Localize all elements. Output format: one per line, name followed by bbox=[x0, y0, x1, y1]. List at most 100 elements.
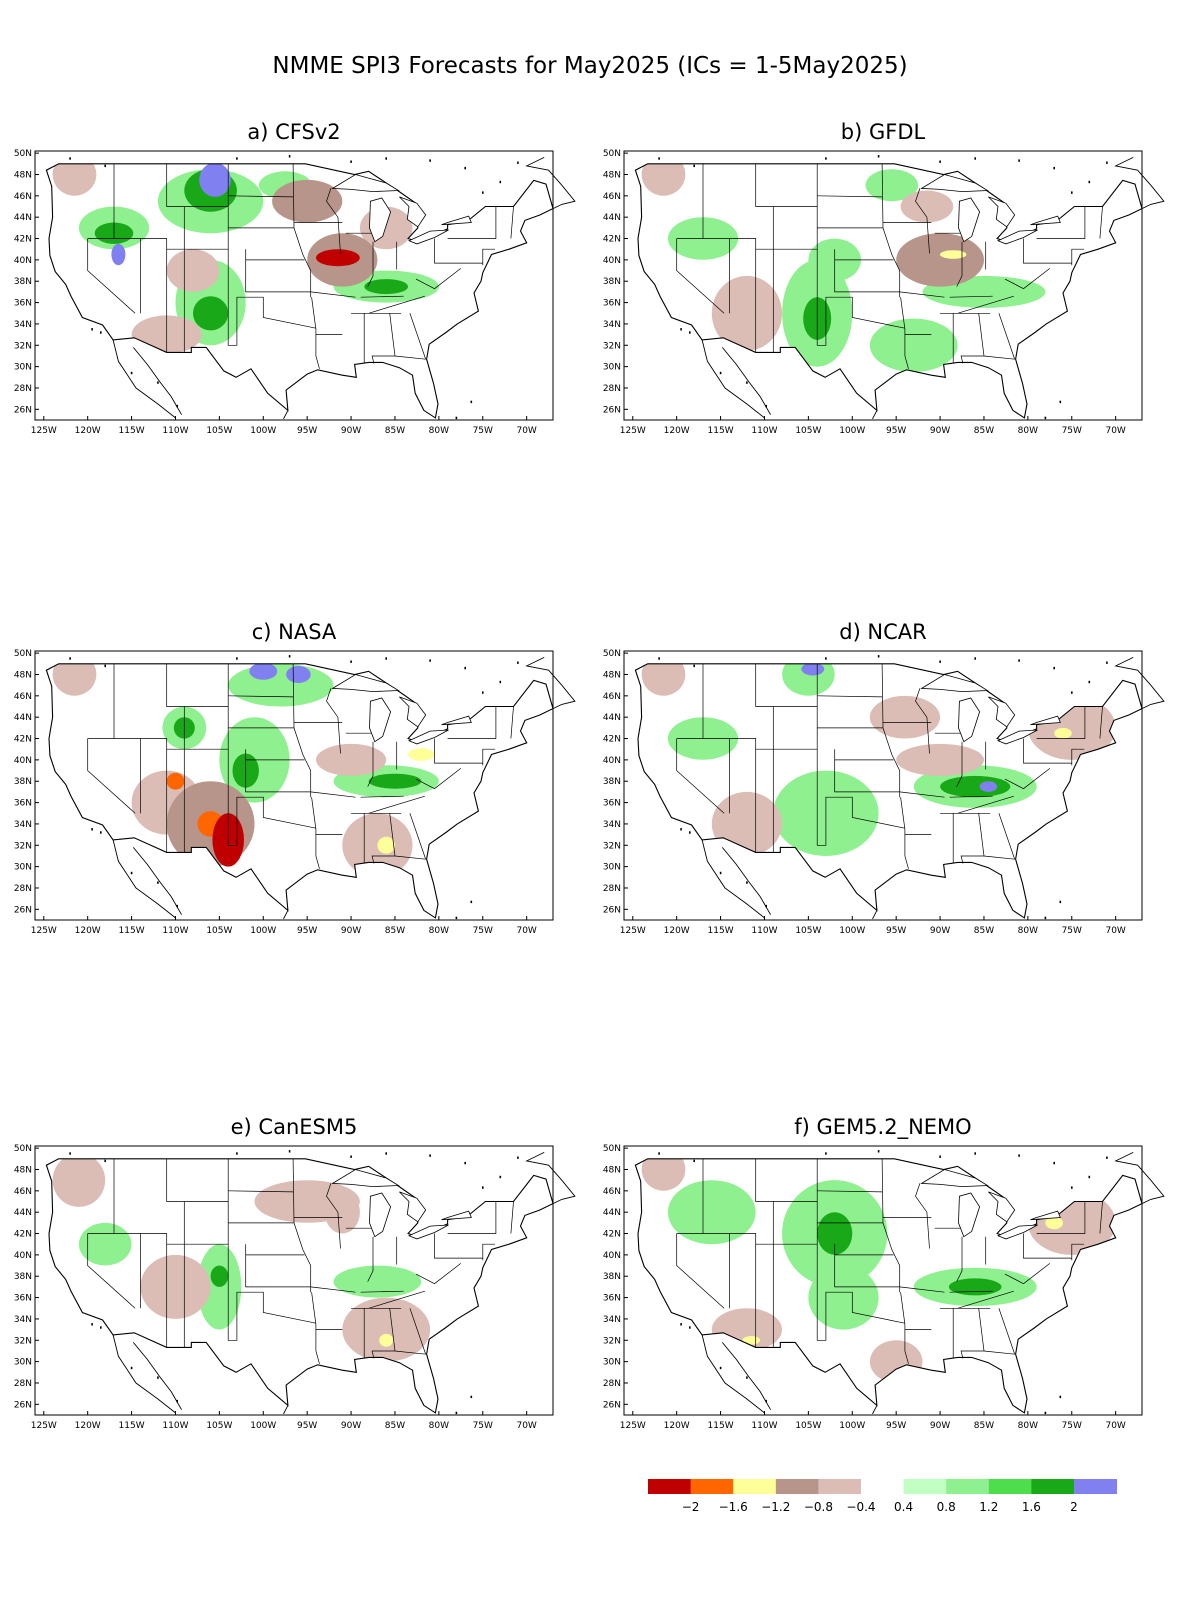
anomaly-patch-dkgreen bbox=[193, 296, 229, 331]
anomaly-patch-green bbox=[333, 1265, 422, 1298]
longitude-tick-label: 85W bbox=[385, 1421, 405, 1431]
map-specks bbox=[658, 1150, 1108, 1415]
longitude-tick-label: 120W bbox=[75, 1421, 101, 1431]
anomaly-patch-green bbox=[869, 318, 958, 372]
longitude-tick-label: 95W bbox=[886, 426, 906, 436]
latitude-tick-label: 34N bbox=[603, 1315, 621, 1325]
longitude-tick-label: 90W bbox=[930, 426, 950, 436]
longitude-tick-label: 115W bbox=[119, 1421, 145, 1431]
anomaly-patch-lbrown bbox=[711, 791, 782, 856]
anomaly-patch-yellow bbox=[377, 836, 396, 854]
colorbar-swatch bbox=[775, 1479, 819, 1494]
longitude-tick-label: 80W bbox=[429, 926, 449, 936]
anomaly-patch-blue bbox=[111, 243, 126, 266]
state-borders bbox=[676, 663, 1103, 869]
latitude-tick-label: 28N bbox=[14, 1379, 32, 1389]
longitude-tick-label: 75W bbox=[1062, 926, 1082, 936]
latitude-tick-label: 42N bbox=[603, 735, 621, 745]
latitude-tick-label: 44N bbox=[603, 1208, 621, 1218]
latitude-tick-label: 32N bbox=[603, 841, 621, 851]
latitude-tick-label: 30N bbox=[14, 863, 32, 873]
longitude-tick-label: 90W bbox=[341, 926, 361, 936]
longitude-tick-label: 105W bbox=[206, 1421, 232, 1431]
colorbar-label: 1.2 bbox=[979, 1500, 998, 1514]
latitude-tick-label: 30N bbox=[603, 1358, 621, 1368]
anomaly-patch-yellow bbox=[1054, 727, 1072, 739]
longitude-tick-label: 110W bbox=[162, 1421, 188, 1431]
map-panels: a) CFSv2 50N 48N 46N 44N 42N 40N 38N 36N 34N 32N 30… bbox=[14, 120, 1165, 1431]
colorbar-label: −2 bbox=[682, 1500, 700, 1514]
longitude-tick-label: 70W bbox=[516, 1421, 536, 1431]
panel-d-title: d) NCAR bbox=[839, 620, 927, 644]
anomaly-patch-green bbox=[228, 663, 334, 707]
latitude-tick-label: 46N bbox=[603, 692, 621, 702]
latitude-tick-label: 26N bbox=[603, 405, 621, 415]
colorbar-label: −1.2 bbox=[761, 1500, 790, 1514]
latitude-tick-label: 44N bbox=[603, 713, 621, 723]
longitude-tick-label: 100W bbox=[839, 426, 865, 436]
anomaly-patch-yellow bbox=[379, 1333, 394, 1347]
longitude-tick-label: 95W bbox=[886, 926, 906, 936]
latitude-tick-label: 30N bbox=[603, 363, 621, 373]
great-lakes bbox=[331, 674, 472, 745]
latitude-tick-label: 36N bbox=[603, 799, 621, 809]
longitude-tick-label: 80W bbox=[429, 1421, 449, 1431]
map-specks bbox=[69, 155, 519, 420]
latitude-tick-label: 30N bbox=[14, 363, 32, 373]
anomaly-patch-lbrown bbox=[324, 1190, 360, 1234]
map-specks bbox=[69, 655, 519, 920]
panel-a: a) CFSv2 50N 48N 46N 44N 42N 40N 38N 36N 34N 32N 30… bbox=[14, 120, 576, 436]
latitude-tick-label: 28N bbox=[603, 384, 621, 394]
latitude-tick-label: 50N bbox=[603, 649, 621, 659]
anomaly-patch-lbrown bbox=[52, 663, 97, 696]
longitude-tick-label: 105W bbox=[795, 1421, 821, 1431]
longitude-tick-label: 75W bbox=[1062, 1421, 1082, 1431]
latitude-tick-label: 38N bbox=[603, 277, 621, 287]
panel-f: f) GEM5.2_NEMO 50N 48N 46N 44N 42N 40N 38N 36N 34… bbox=[603, 1115, 1165, 1431]
longitude-tick-label: 75W bbox=[473, 1421, 493, 1431]
latitude-tick-label: 48N bbox=[14, 1165, 32, 1175]
coastline-outline bbox=[634, 163, 1143, 419]
anomaly-patch-blue bbox=[979, 781, 998, 792]
latitude-tick-label: 44N bbox=[14, 713, 32, 723]
great-lakes bbox=[920, 1169, 1061, 1240]
latitude-tick-label: 38N bbox=[14, 777, 32, 787]
longitude-tick-label: 95W bbox=[297, 426, 317, 436]
longitude-tick-label: 110W bbox=[162, 926, 188, 936]
anomaly-patch-yellow bbox=[940, 250, 967, 259]
longitude-tick-label: 105W bbox=[795, 426, 821, 436]
longitude-tick-label: 105W bbox=[206, 926, 232, 936]
latitude-tick-label: 46N bbox=[603, 192, 621, 202]
longitude-tick-label: 80W bbox=[429, 426, 449, 436]
latitude-tick-label: 50N bbox=[14, 1144, 32, 1154]
latitude-tick-label: 44N bbox=[14, 1208, 32, 1218]
longitude-tick-label: 125W bbox=[620, 426, 646, 436]
latitude-tick-label: 26N bbox=[14, 905, 32, 915]
latitude-tick-label: 28N bbox=[14, 884, 32, 894]
colorbar-label: −0.4 bbox=[846, 1500, 875, 1514]
longitude-tick-label: 100W bbox=[250, 926, 276, 936]
longitude-tick-label: 80W bbox=[1018, 926, 1038, 936]
longitude-tick-label: 110W bbox=[162, 426, 188, 436]
longitude-tick-label: 125W bbox=[31, 426, 57, 436]
anomaly-patch-lbrown bbox=[641, 163, 686, 196]
colorbar-swatch bbox=[861, 1479, 904, 1494]
anomaly-patch-lbrown bbox=[52, 163, 97, 196]
anomaly-patch-red bbox=[316, 249, 360, 267]
anomaly-patch-blue bbox=[249, 663, 278, 680]
latitude-axis: 50N 48N 46N 44N 42N 40N 38N 36N 34N 32N 30N 28N 26N bbox=[14, 1144, 39, 1410]
longitude-tick-label: 90W bbox=[930, 1421, 950, 1431]
panel-b-frame bbox=[623, 150, 1143, 421]
anomaly-patch-lbrown bbox=[900, 190, 954, 223]
latitude-tick-label: 40N bbox=[14, 1251, 32, 1261]
longitude-tick-label: 120W bbox=[75, 926, 101, 936]
latitude-tick-label: 26N bbox=[14, 405, 32, 415]
longitude-tick-label: 125W bbox=[620, 1421, 646, 1431]
colorbar-swatch bbox=[988, 1479, 1032, 1494]
longitude-tick-label: 90W bbox=[930, 926, 950, 936]
latitude-tick-label: 40N bbox=[603, 756, 621, 766]
longitude-axis: 125W 120W 115W 110W 105W 100W 95W 90W 85W 80W 75W 7… bbox=[620, 416, 1126, 436]
longitude-tick-label: 70W bbox=[516, 926, 536, 936]
longitude-tick-label: 80W bbox=[1018, 426, 1038, 436]
anomaly-patch-lbrown bbox=[711, 1308, 782, 1351]
